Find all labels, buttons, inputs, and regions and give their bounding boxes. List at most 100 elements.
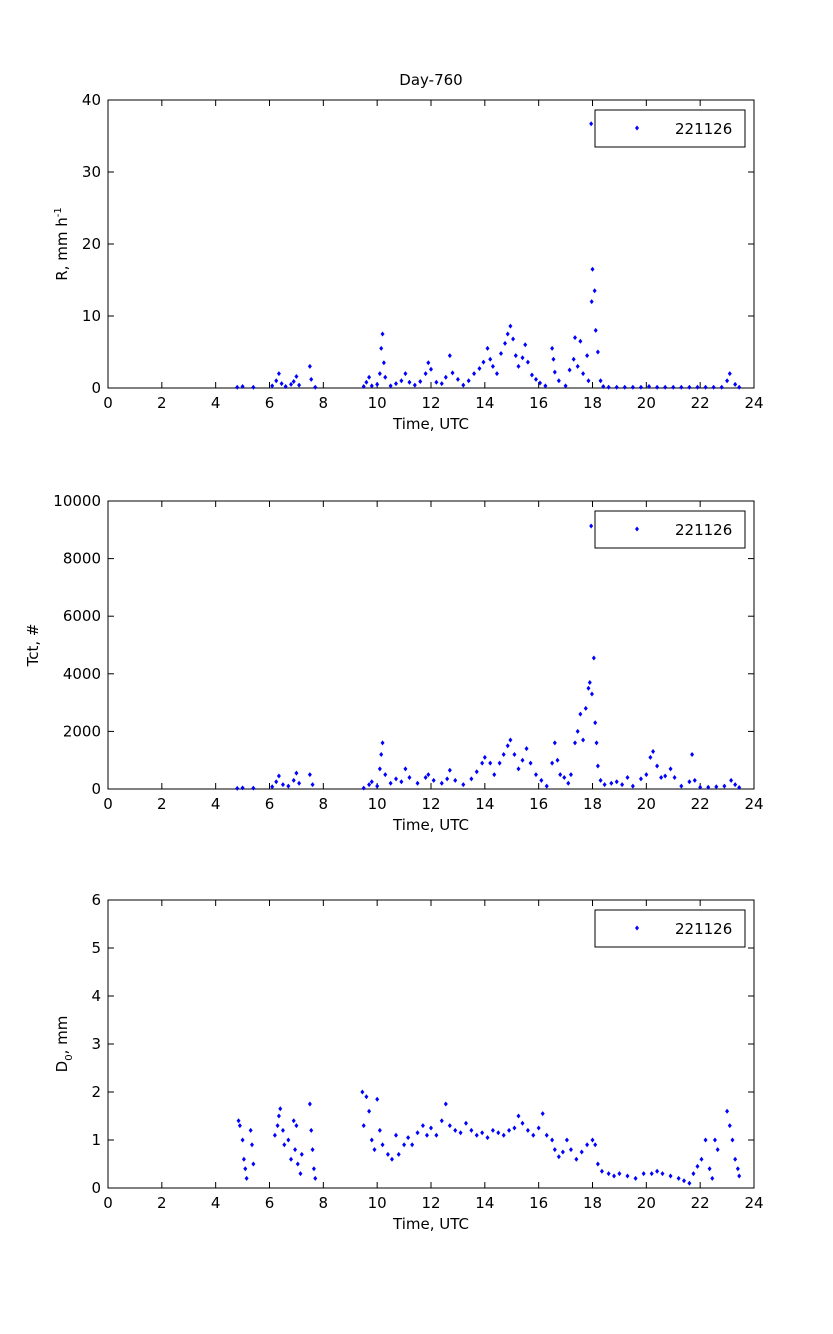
x-tick-label: 0 bbox=[103, 795, 113, 813]
data-point bbox=[682, 1178, 687, 1184]
x-tick-label: 14 bbox=[475, 795, 494, 813]
data-point bbox=[508, 737, 513, 743]
data-point bbox=[450, 370, 455, 376]
data-point bbox=[649, 1171, 654, 1177]
data-point bbox=[552, 369, 557, 375]
data-point bbox=[447, 1123, 452, 1129]
data-points bbox=[235, 121, 742, 390]
data-point bbox=[543, 383, 548, 389]
data-point bbox=[295, 1161, 300, 1167]
data-point bbox=[591, 655, 596, 661]
data-point bbox=[733, 1156, 738, 1162]
data-point bbox=[722, 783, 727, 789]
data-point bbox=[528, 760, 533, 766]
legend-label: 221126 bbox=[675, 521, 732, 539]
figure-title: Day-760 bbox=[399, 71, 462, 89]
data-point bbox=[679, 783, 684, 789]
x-tick-label: 2 bbox=[157, 394, 167, 412]
x-tick-label: 16 bbox=[529, 1194, 548, 1212]
data-point bbox=[599, 1168, 604, 1174]
x-tick-label: 10 bbox=[368, 795, 387, 813]
data-point bbox=[310, 1147, 315, 1153]
data-point bbox=[399, 378, 404, 384]
data-point bbox=[660, 1171, 665, 1177]
data-point bbox=[307, 772, 312, 778]
data-point bbox=[730, 1137, 735, 1143]
data-point bbox=[375, 1096, 380, 1102]
data-point bbox=[480, 760, 485, 766]
data-point bbox=[297, 382, 302, 388]
data-point bbox=[236, 1118, 241, 1124]
data-point bbox=[663, 773, 668, 779]
data-point bbox=[712, 1137, 717, 1143]
data-point bbox=[735, 1166, 740, 1172]
data-point bbox=[581, 371, 586, 377]
data-point bbox=[311, 1166, 316, 1172]
data-point bbox=[625, 774, 630, 780]
data-point bbox=[418, 379, 423, 385]
data-point bbox=[480, 1130, 485, 1136]
data-point bbox=[293, 1147, 298, 1153]
data-point bbox=[458, 1130, 463, 1136]
data-point bbox=[520, 355, 525, 361]
y-axis-label-sub: 0 bbox=[64, 1054, 75, 1060]
data-point bbox=[676, 1175, 681, 1181]
data-point bbox=[507, 1127, 512, 1133]
data-point bbox=[461, 382, 466, 388]
data-point bbox=[482, 754, 487, 760]
data-point bbox=[725, 378, 730, 384]
data-point bbox=[703, 1137, 708, 1143]
legend-marker bbox=[635, 526, 639, 532]
data-point bbox=[671, 384, 676, 390]
y-axis-label-sup: -1 bbox=[53, 207, 64, 217]
x-tick-label: 12 bbox=[421, 795, 440, 813]
data-point bbox=[715, 1147, 720, 1153]
legend-label: 221126 bbox=[675, 920, 732, 938]
data-point bbox=[729, 777, 734, 783]
data-point bbox=[560, 1149, 565, 1155]
data-point bbox=[439, 780, 444, 786]
y-axis-label-text: R, mm h bbox=[53, 217, 71, 280]
data-point bbox=[578, 338, 583, 344]
data-point bbox=[472, 371, 477, 377]
x-tick-label: 8 bbox=[319, 394, 329, 412]
data-point bbox=[380, 740, 385, 746]
data-point bbox=[276, 371, 281, 377]
data-point bbox=[533, 772, 538, 778]
x-tick-label: 18 bbox=[583, 795, 602, 813]
data-point bbox=[367, 782, 372, 788]
data-point bbox=[369, 779, 374, 785]
data-point bbox=[383, 772, 388, 778]
data-point bbox=[523, 342, 528, 348]
data-point bbox=[727, 371, 732, 377]
data-point bbox=[383, 374, 388, 380]
data-point bbox=[426, 772, 431, 778]
data-point bbox=[625, 1173, 630, 1179]
data-point bbox=[574, 1156, 579, 1162]
data-point bbox=[251, 384, 256, 390]
data-point bbox=[511, 336, 516, 342]
data-point bbox=[477, 366, 482, 372]
data-point bbox=[360, 1089, 365, 1095]
data-point bbox=[403, 371, 408, 377]
data-point bbox=[424, 1132, 429, 1138]
axes-box bbox=[107, 500, 755, 790]
data-point bbox=[434, 379, 439, 385]
data-point bbox=[394, 776, 399, 782]
data-point bbox=[453, 1127, 458, 1133]
data-point bbox=[583, 705, 588, 711]
data-point bbox=[571, 356, 576, 362]
legend: 221126 bbox=[594, 909, 746, 948]
data-point bbox=[544, 1132, 549, 1138]
data-point bbox=[707, 1166, 712, 1172]
data-point bbox=[485, 1135, 490, 1141]
data-point bbox=[691, 1171, 696, 1177]
data-point bbox=[361, 384, 366, 390]
data-point bbox=[291, 777, 296, 783]
data-point bbox=[294, 770, 299, 776]
data-point bbox=[406, 1135, 411, 1141]
data-point bbox=[531, 1132, 536, 1138]
